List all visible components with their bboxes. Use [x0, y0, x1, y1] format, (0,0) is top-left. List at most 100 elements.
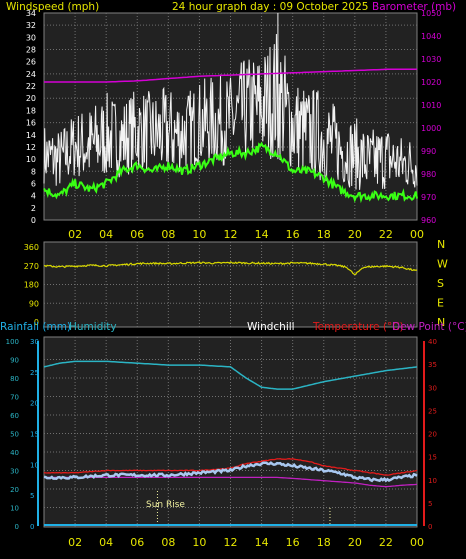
windchill-axis-title: Windchill — [247, 321, 295, 333]
barometer-tick-label: 1010 — [421, 101, 441, 110]
windspeed-tick-label: 16 — [26, 119, 36, 128]
humidity-tick-label: 20 — [10, 486, 19, 494]
humidity-tick-label: 80 — [10, 375, 19, 383]
direction-tick-label: 0 — [34, 318, 39, 327]
temperature-x-tick-label: 22 — [379, 536, 393, 549]
temperature-axis-title: Temperature (°C) — [312, 321, 404, 333]
rainfall-tick-label: 25 — [30, 369, 39, 377]
direction-tick-label: 180 — [24, 281, 39, 290]
windspeed-tick-label: 24 — [26, 70, 36, 79]
windspeed-tick-label: 22 — [26, 82, 36, 91]
direction-tick-label: 270 — [24, 262, 39, 271]
windspeed-tick-label: 18 — [26, 106, 36, 115]
humidity-tick-label: 60 — [10, 412, 19, 420]
barometer-tick-label: 1000 — [421, 124, 441, 133]
wind-direction-line — [43, 261, 418, 276]
wind-x-tick-label: 14 — [255, 228, 269, 241]
temperature-x-tick-label: 10 — [192, 536, 206, 549]
temperature-plot-area — [43, 336, 418, 528]
temperature-x-tick-label: 08 — [161, 536, 175, 549]
humidity-tick-label: 70 — [10, 394, 19, 402]
temperature-x-tick-label: 18 — [317, 536, 331, 549]
windspeed-tick-label: 4 — [31, 192, 36, 201]
temperature-x-tick-label: 12 — [224, 536, 238, 549]
humidity-line — [43, 360, 418, 390]
temperature-tick-label: 0 — [428, 523, 432, 531]
temperature-tick-label: 30 — [428, 384, 437, 392]
barometer-tick-label: 1030 — [421, 55, 441, 64]
windspeed-tick-label: 20 — [26, 94, 36, 103]
temperature-x-tick-label: 20 — [348, 536, 362, 549]
barometer-tick-label: 970 — [421, 193, 436, 202]
barometer-tick-label: 960 — [421, 216, 436, 225]
windspeed-tick-label: 32 — [26, 21, 36, 30]
temperature-x-tick-label: 16 — [286, 536, 300, 549]
temperature-tick-label: 10 — [428, 477, 437, 485]
humidity-tick-label: 10 — [10, 505, 19, 513]
direction-tick-label: 360 — [24, 243, 39, 252]
barometer-tick-label: 1040 — [421, 32, 441, 41]
wind-x-tick-label: 06 — [130, 228, 144, 241]
wind-x-tick-label: 02 — [68, 228, 82, 241]
dewpoint-line — [44, 476, 418, 488]
windspeed-line — [43, 33, 418, 190]
barometer-axis-title: Barometer (mb) — [372, 1, 456, 13]
temperature-x-tick-label: 14 — [255, 536, 269, 549]
windspeed-tick-label: 8 — [31, 167, 36, 176]
barometer-tick-label: 1050 — [421, 9, 441, 18]
humidity-tick-label: 90 — [10, 357, 19, 365]
windspeed-tick-label: 28 — [26, 46, 36, 55]
windspeed-tick-label: 2 — [31, 204, 36, 213]
rainfall-tick-label: 5 — [30, 492, 34, 500]
graph-title: 24 hour graph day : 09 October 2025 — [172, 1, 368, 13]
wind-x-tick-label: 22 — [379, 228, 393, 241]
dewpoint-axis-title: Dew Point (°C) — [392, 321, 466, 333]
compass-label: N — [437, 238, 445, 251]
windspeed-tick-label: 10 — [26, 155, 36, 164]
humidity-tick-label: 0 — [15, 523, 19, 531]
direction-tick-label: 90 — [29, 299, 39, 308]
wind-x-tick-label: 08 — [161, 228, 175, 241]
barometer-line — [44, 68, 417, 83]
sun-rise-label: Sun Rise — [146, 500, 185, 510]
windspeed-tick-label: 34 — [26, 9, 36, 18]
temperature-tick-label: 15 — [428, 454, 437, 462]
humidity-tick-label: 30 — [10, 468, 19, 476]
wind-x-tick-label: 10 — [192, 228, 206, 241]
humidity-tick-label: 50 — [10, 431, 19, 439]
temperature-x-tick-label: 04 — [99, 536, 113, 549]
temperature-tick-label: 20 — [428, 431, 437, 439]
temperature-tick-label: 35 — [428, 361, 437, 369]
humidity-tick-label: 40 — [10, 449, 19, 457]
wind-x-tick-label: 00 — [410, 228, 424, 241]
windspeed-tick-label: 14 — [26, 131, 36, 140]
windspeed-tick-label: 30 — [26, 33, 36, 42]
rainfall-axis-title: Rainfall (mm) — [0, 321, 71, 333]
windspeed-tick-label: 12 — [26, 143, 36, 152]
temperature-x-tick-label: 06 — [130, 536, 144, 549]
rainfall-tick-label: 10 — [30, 461, 39, 469]
temperature-x-tick-label: 00 — [410, 536, 424, 549]
barometer-tick-label: 1020 — [421, 78, 441, 87]
wind-plot-area — [43, 12, 418, 221]
compass-label: N — [437, 316, 445, 329]
windspeed-tick-label: 26 — [26, 58, 36, 67]
rainfall-tick-label: 15 — [30, 431, 39, 439]
temperature-tick-label: 5 — [428, 500, 432, 508]
wind-x-tick-label: 18 — [317, 228, 331, 241]
humidity-axis-title: Humidity — [69, 321, 117, 333]
rainfall-tick-label: 30 — [30, 338, 39, 346]
compass-label: S — [437, 277, 444, 290]
temperature-x-tick-label: 02 — [68, 536, 82, 549]
compass-label: E — [437, 297, 444, 310]
wind-x-tick-label: 12 — [224, 228, 238, 241]
wind-x-tick-label: 04 — [99, 228, 113, 241]
temperature-tick-label: 40 — [428, 338, 437, 346]
wind-x-tick-label: 16 — [286, 228, 300, 241]
barometer-tick-label: 980 — [421, 170, 436, 179]
average-wind-line — [43, 141, 418, 204]
rainfall-tick-label: 20 — [30, 400, 39, 408]
rainfall-tick-label: 0 — [30, 523, 34, 531]
windspeed-tick-label: 0 — [31, 216, 36, 225]
